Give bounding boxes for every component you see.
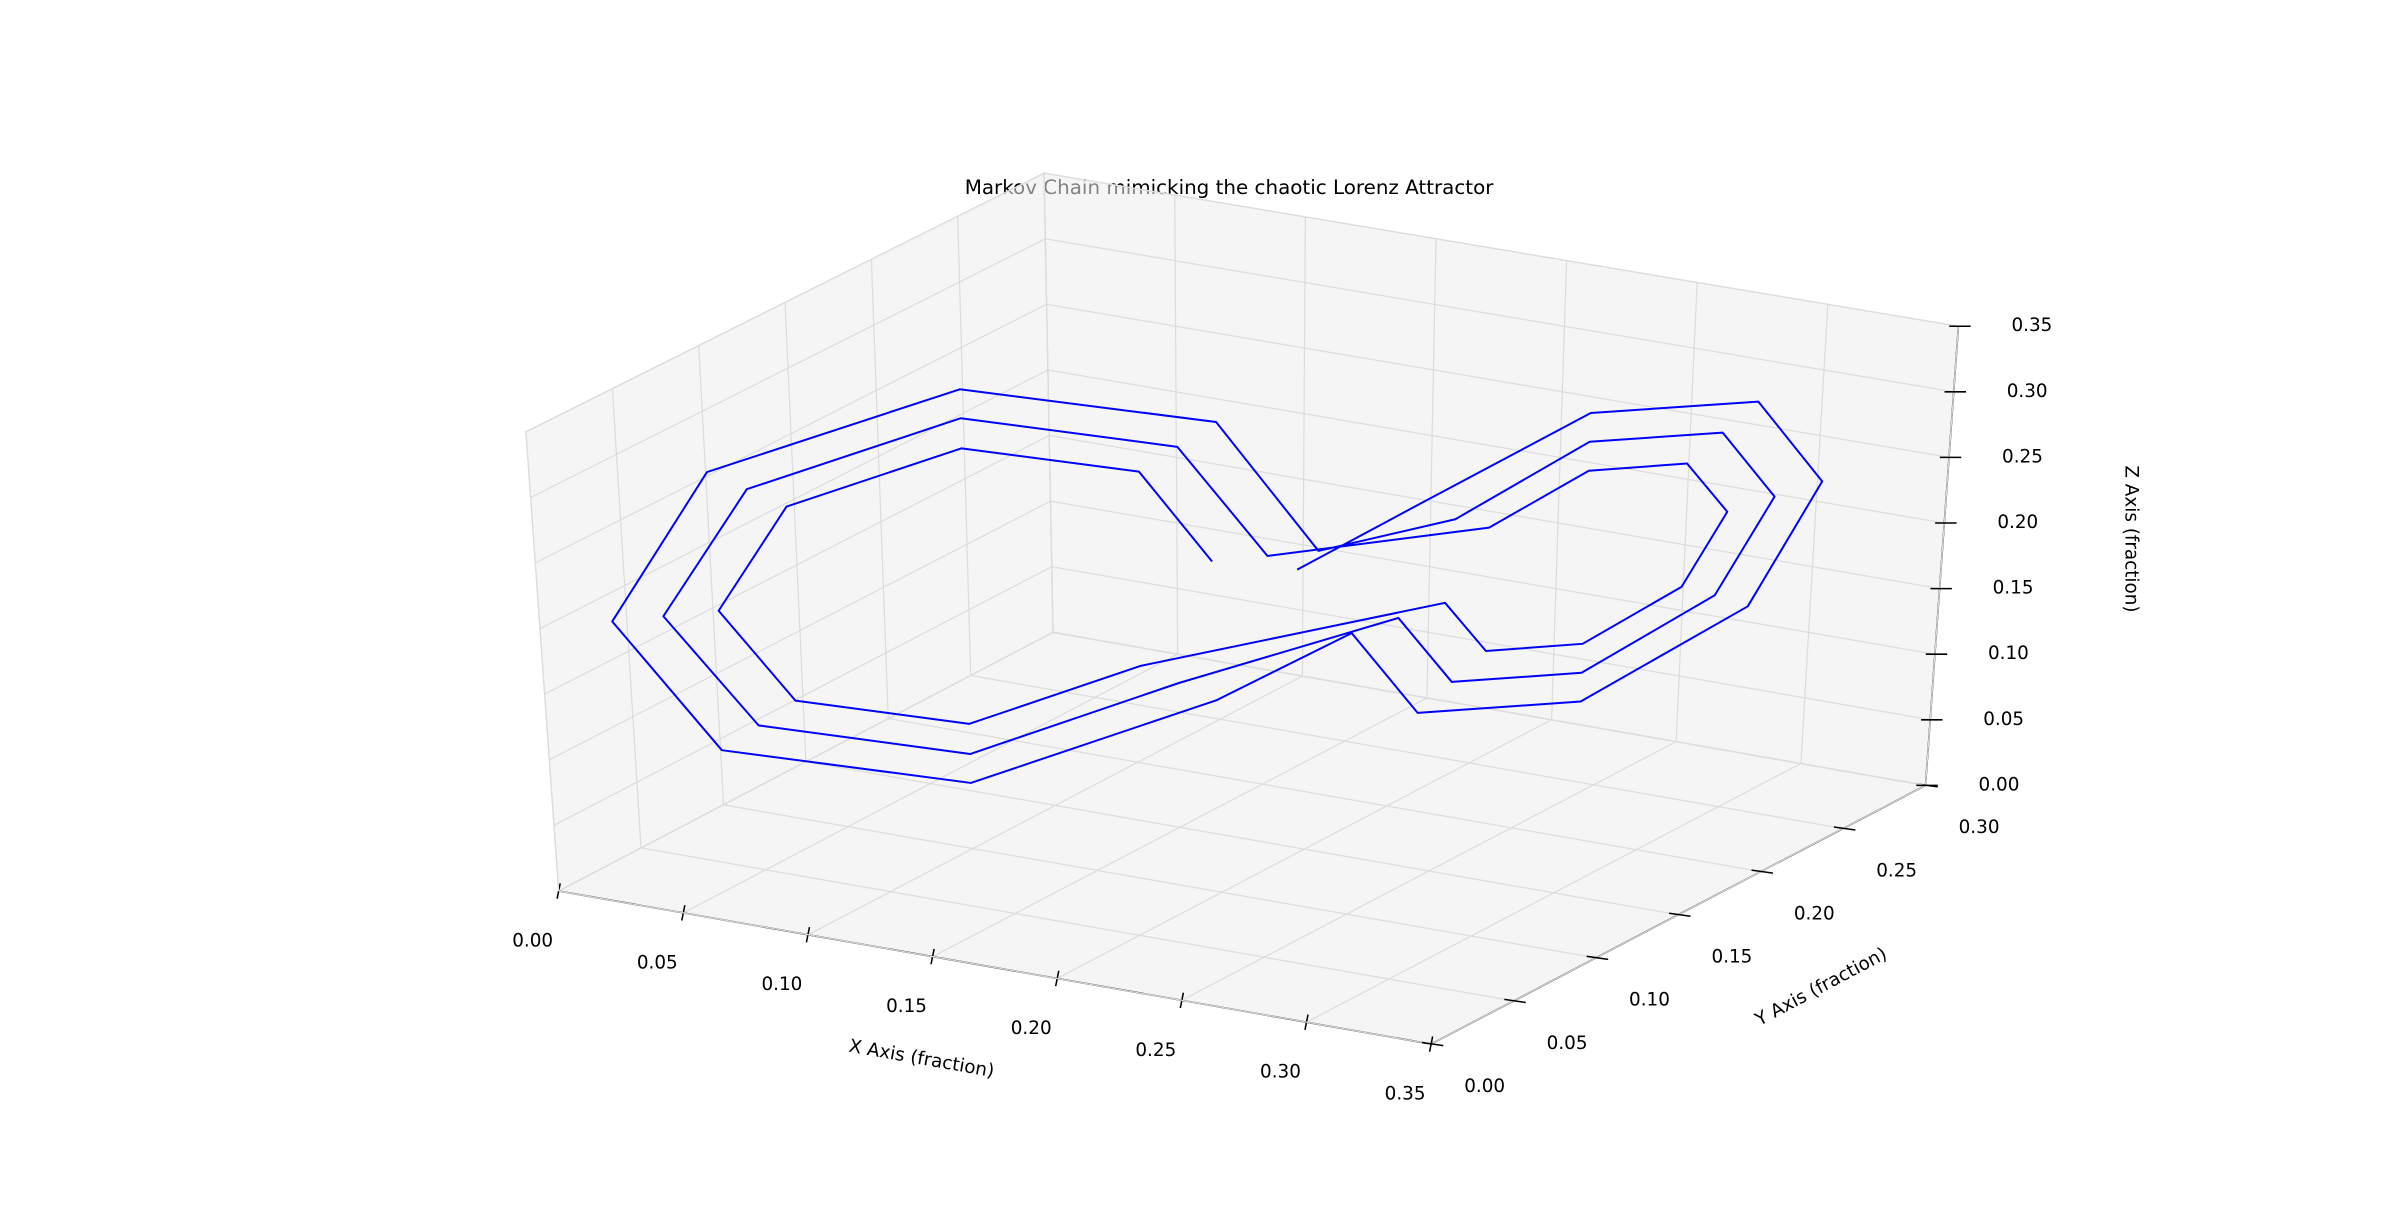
z-tick-label: 0.15 [1993, 578, 2034, 599]
z-tick-label: 0.00 [1979, 774, 2020, 795]
grid-line [784, 302, 807, 762]
grid-line [1043, 173, 1054, 633]
grid-line [1800, 304, 1829, 764]
grid-line [723, 804, 1597, 959]
z-tick-label: 0.25 [2002, 446, 2043, 467]
grid-line [1550, 260, 1568, 720]
z-tick-label: 0.10 [1988, 643, 2029, 664]
y-tick-label: 0.30 [1959, 817, 2000, 838]
y-tick [1751, 869, 1774, 874]
grid-line [1174, 195, 1179, 655]
x-tick-label: 0.10 [761, 974, 802, 995]
y-tick [1504, 998, 1526, 1004]
grid-line [549, 500, 1051, 761]
grid-line [611, 388, 642, 848]
grid-line [1301, 216, 1306, 677]
y-tick-label: 0.20 [1794, 903, 1835, 924]
x-tick-label: 0.20 [1011, 1018, 1052, 1039]
y-tick-label: 0.15 [1711, 947, 1752, 968]
y-axis-label: Y Axis (fraction) [1751, 943, 1891, 1030]
grid-line [698, 345, 725, 805]
grid-line [558, 890, 1432, 1045]
x-tick-label: 0.25 [1135, 1040, 1176, 1061]
y-tick [1421, 1041, 1444, 1047]
y-tick [1833, 826, 1856, 831]
y-tick-label: 0.25 [1876, 860, 1917, 881]
x-tick-label: 0.05 [637, 952, 678, 973]
grid-line [553, 566, 1053, 826]
grid-line [970, 674, 1844, 830]
z-tick-label: 0.05 [1983, 709, 2024, 730]
x-tick-label: 0.30 [1260, 1062, 1301, 1083]
x-axis-label: X Axis (fraction) [847, 1036, 996, 1082]
grid-line [1052, 631, 1926, 787]
grid-line [1049, 434, 1940, 590]
y-tick-label: 0.00 [1464, 1076, 1505, 1097]
x-tick-label: 0.15 [886, 996, 927, 1017]
grid-line [1047, 369, 1945, 524]
z-tick-label: 0.30 [2007, 381, 2048, 402]
grid-line [530, 238, 1046, 499]
grid-line [805, 761, 1679, 916]
grid-line [544, 434, 1050, 695]
trajectory-line [611, 388, 1824, 784]
grid-line [525, 431, 560, 892]
grid-line [539, 369, 1049, 630]
grid-line [1051, 566, 1931, 721]
grid-line [888, 717, 1761, 873]
grid-line [1043, 172, 1959, 327]
z-tick-label: 0.35 [2011, 315, 2052, 336]
grid-line [1675, 282, 1698, 742]
grid-line [957, 216, 972, 676]
grid-line [1924, 326, 1960, 786]
x-tick-label: 0.00 [512, 931, 553, 952]
y-tick-label: 0.10 [1629, 990, 1670, 1011]
grid-line [1426, 238, 1437, 699]
grid-line [1046, 303, 1950, 458]
grid-line [1045, 238, 1954, 393]
grid-line [534, 303, 1047, 564]
grid-line [1050, 500, 1935, 655]
grid-line [525, 172, 1045, 433]
z-axis-label: Z Axis (fraction) [2121, 465, 2142, 612]
z-tick-label: 0.20 [1997, 512, 2038, 533]
y-tick-label: 0.05 [1547, 1033, 1588, 1054]
y-tick [1586, 955, 1609, 961]
grid-line [870, 259, 889, 719]
grid-line [640, 847, 1514, 1002]
y-tick [1669, 912, 1691, 918]
x-tick-label: 0.35 [1385, 1084, 1426, 1105]
